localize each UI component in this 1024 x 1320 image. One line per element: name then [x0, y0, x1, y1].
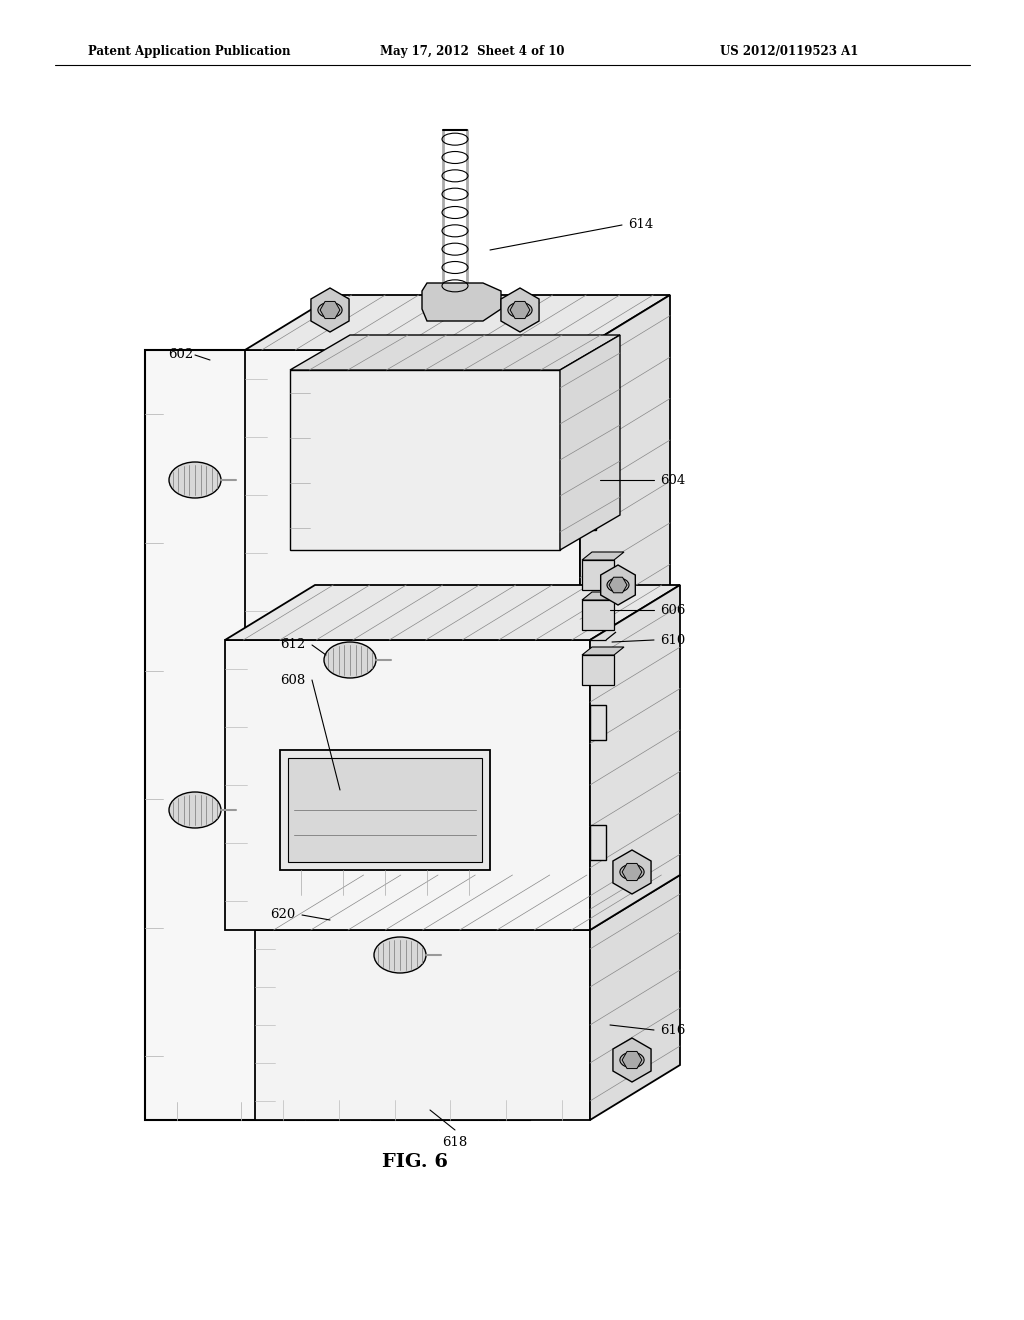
Polygon shape — [580, 294, 670, 640]
Polygon shape — [590, 825, 606, 861]
Text: 616: 616 — [660, 1023, 685, 1036]
Polygon shape — [613, 850, 651, 894]
Ellipse shape — [169, 792, 221, 828]
Polygon shape — [560, 335, 620, 550]
Polygon shape — [290, 335, 620, 370]
Polygon shape — [582, 560, 614, 590]
Polygon shape — [280, 750, 490, 870]
Polygon shape — [580, 490, 596, 531]
Text: 606: 606 — [660, 603, 685, 616]
Ellipse shape — [508, 302, 532, 318]
Polygon shape — [245, 294, 670, 350]
Polygon shape — [422, 282, 501, 321]
Polygon shape — [582, 552, 624, 560]
Polygon shape — [311, 288, 349, 333]
Text: FIG. 6: FIG. 6 — [382, 1152, 449, 1171]
Text: 618: 618 — [442, 1135, 468, 1148]
Ellipse shape — [374, 937, 426, 973]
Text: 610: 610 — [660, 634, 685, 647]
Polygon shape — [288, 758, 482, 862]
Polygon shape — [590, 585, 680, 931]
Text: Patent Application Publication: Patent Application Publication — [88, 45, 291, 58]
Text: May 17, 2012  Sheet 4 of 10: May 17, 2012 Sheet 4 of 10 — [380, 45, 564, 58]
Polygon shape — [623, 1052, 642, 1069]
Polygon shape — [582, 601, 614, 630]
Text: 612: 612 — [280, 639, 305, 652]
Polygon shape — [609, 577, 627, 593]
Polygon shape — [255, 931, 590, 1119]
Ellipse shape — [620, 1052, 644, 1068]
Ellipse shape — [324, 642, 376, 678]
Polygon shape — [582, 655, 614, 685]
Polygon shape — [321, 301, 340, 318]
Text: 602: 602 — [168, 348, 194, 362]
Polygon shape — [582, 591, 624, 601]
Polygon shape — [145, 350, 530, 1119]
Polygon shape — [623, 863, 642, 880]
Ellipse shape — [169, 462, 221, 498]
Polygon shape — [613, 1038, 651, 1082]
Text: 608: 608 — [280, 673, 305, 686]
Polygon shape — [510, 301, 529, 318]
Polygon shape — [606, 632, 616, 640]
Polygon shape — [245, 350, 580, 640]
Polygon shape — [601, 565, 635, 605]
Polygon shape — [225, 585, 680, 640]
Polygon shape — [580, 400, 596, 440]
Ellipse shape — [620, 865, 644, 879]
Text: 614: 614 — [628, 219, 653, 231]
Polygon shape — [290, 370, 560, 550]
Polygon shape — [582, 647, 624, 655]
Ellipse shape — [317, 302, 342, 318]
Ellipse shape — [607, 578, 629, 591]
Polygon shape — [225, 640, 590, 931]
Polygon shape — [255, 875, 680, 931]
Text: 620: 620 — [269, 908, 295, 921]
Polygon shape — [590, 875, 680, 1119]
Text: 604: 604 — [660, 474, 685, 487]
Text: US 2012/0119523 A1: US 2012/0119523 A1 — [720, 45, 858, 58]
Polygon shape — [501, 288, 539, 333]
Polygon shape — [590, 705, 606, 741]
